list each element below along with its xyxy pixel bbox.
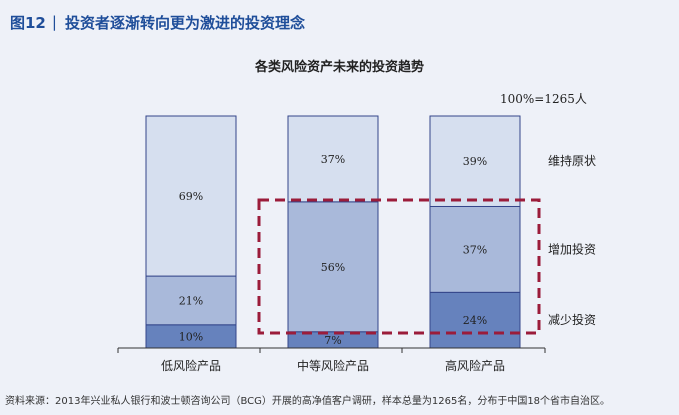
bar-segment	[429, 205, 521, 293]
data-label: 21%	[179, 294, 203, 307]
figure-title: 投资者逐渐转向更为激进的投资理念	[64, 13, 305, 32]
legend-label: 维持原状	[548, 153, 596, 168]
data-label: 10%	[179, 330, 203, 343]
data-label: 56%	[321, 261, 345, 274]
bar-segment	[429, 291, 521, 349]
bar-segment	[429, 115, 521, 207]
legend-label: 增加投资	[548, 241, 596, 256]
figure-header: 图12 | 投资者逐渐转向更为激进的投资理念	[10, 10, 669, 34]
figure-separator: |	[51, 13, 57, 31]
legend-label: 减少投资	[548, 312, 596, 327]
category-label: 高风险产品	[445, 358, 505, 373]
bar-segment	[287, 201, 379, 333]
category-label: 低风险产品	[161, 358, 221, 373]
data-label: 39%	[463, 155, 487, 168]
data-label: 37%	[463, 243, 487, 256]
source-note: 资料来源：2013年兴业私人银行和波士顿咨询公司（BCG）开展的高净值客户调研，…	[5, 396, 611, 407]
bar-segment	[145, 115, 237, 277]
sample-size-note: 100%=1265人	[500, 92, 587, 106]
chart-title: 各类风险资产未来的投资趋势	[254, 60, 424, 75]
data-label: 24%	[463, 314, 487, 327]
figure-number: 图12	[10, 13, 46, 32]
bar-segment	[287, 115, 379, 203]
category-label: 中等风险产品	[297, 358, 369, 373]
data-label: 7%	[324, 334, 341, 347]
highlight-box	[257, 198, 541, 335]
data-label: 69%	[179, 190, 203, 203]
data-label: 37%	[321, 153, 345, 166]
